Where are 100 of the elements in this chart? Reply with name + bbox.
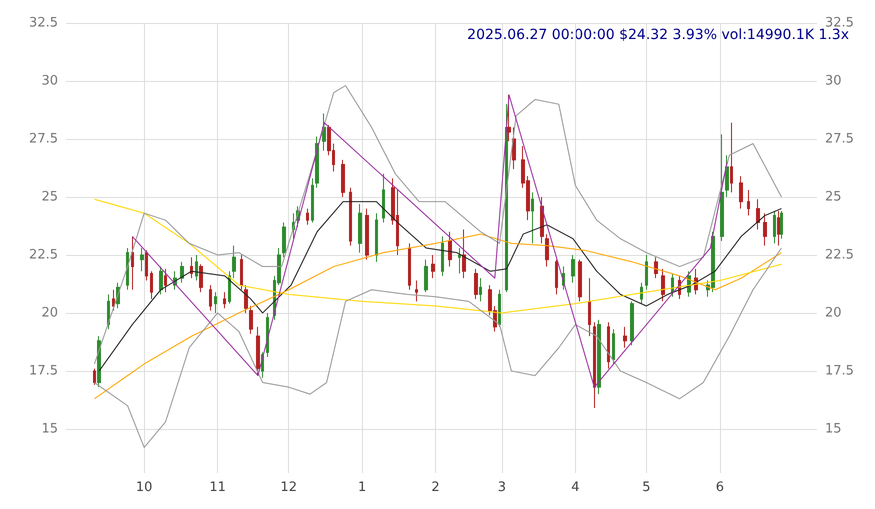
line-series xyxy=(98,201,782,372)
x-tick-label: 3 xyxy=(498,480,506,495)
candlestick xyxy=(458,248,461,274)
candlestick xyxy=(199,264,203,293)
candlestick xyxy=(164,268,167,293)
candlestick xyxy=(190,256,193,279)
candlestick xyxy=(349,187,352,246)
candlestick xyxy=(578,259,582,302)
candlestick xyxy=(214,292,217,314)
candlestick xyxy=(375,212,378,262)
candlestick xyxy=(531,192,534,244)
candlestick xyxy=(244,284,248,314)
y-tick-label: 27.5 xyxy=(29,131,58,146)
candlestick xyxy=(180,261,184,284)
line-series xyxy=(132,94,728,388)
x-tick-label: 11 xyxy=(209,480,226,495)
candlestick xyxy=(97,336,101,388)
candlestick xyxy=(223,292,226,309)
candlestick xyxy=(720,134,724,242)
candlestick xyxy=(150,270,153,300)
candlestick xyxy=(593,322,596,409)
candlestick xyxy=(228,270,231,304)
candlestick xyxy=(571,254,575,284)
candlestick xyxy=(112,289,115,312)
candlestick xyxy=(448,231,452,268)
candlestick xyxy=(431,254,435,279)
x-tick-label: 6 xyxy=(716,480,724,495)
candlestick xyxy=(545,234,549,268)
candlestick xyxy=(780,210,783,240)
candlestick xyxy=(661,268,665,302)
candlestick xyxy=(266,312,269,358)
candlestick xyxy=(512,126,516,170)
candlestick xyxy=(126,248,129,290)
candlestick xyxy=(358,203,362,254)
candlestick xyxy=(209,284,212,312)
candlestick xyxy=(424,259,428,293)
y-tick-label: 25 xyxy=(41,189,58,204)
y2-tick-label: 25 xyxy=(825,189,842,204)
candlestick xyxy=(462,228,466,279)
candlestick xyxy=(654,256,658,279)
y2-tick-label: 27.5 xyxy=(825,131,854,146)
candlestick xyxy=(322,112,326,152)
y2-tick-label: 17.5 xyxy=(825,363,854,378)
candlestick xyxy=(597,319,601,395)
x-tick-label: 2 xyxy=(431,480,440,495)
line-series xyxy=(94,85,782,364)
candlestick xyxy=(479,278,482,302)
candlestick xyxy=(645,254,648,290)
candlestick xyxy=(408,242,411,290)
candlestick xyxy=(555,259,558,295)
candlestick xyxy=(739,176,743,210)
candlestick xyxy=(240,254,243,290)
annotation: 2025.06.27 00:00:00 $24.32 3.93% vol:14990.1K 1.3x xyxy=(467,27,849,43)
candlestick xyxy=(140,248,144,272)
candlestick xyxy=(773,210,776,244)
candlestick xyxy=(145,250,148,281)
candlestick xyxy=(507,94,511,142)
candlestick xyxy=(640,282,643,304)
y2-tick-label: 20 xyxy=(825,305,842,320)
x-tick-label: 4 xyxy=(571,480,580,495)
y2-tick-label: 15 xyxy=(825,421,842,436)
x-tick-label: 5 xyxy=(642,480,651,495)
line-series xyxy=(94,198,782,314)
candlestick xyxy=(256,326,260,376)
line-series xyxy=(94,234,782,400)
y-tick-label: 22.5 xyxy=(29,247,58,262)
y-tick-label: 17.5 xyxy=(29,363,58,378)
candlestick xyxy=(107,294,110,330)
candlestick xyxy=(131,236,134,290)
candlestick xyxy=(756,198,760,230)
y2-tick-label: 30 xyxy=(825,73,842,88)
candlestick xyxy=(159,266,163,295)
candlestick xyxy=(747,190,750,216)
candlestick xyxy=(474,268,478,300)
x-tick-label: 12 xyxy=(280,480,297,495)
candlestick xyxy=(730,122,733,193)
candlestick xyxy=(588,278,591,337)
y-tick-label: 15 xyxy=(41,421,58,436)
candlestick xyxy=(195,254,198,281)
x-tick-label: 1 xyxy=(358,480,366,495)
y-tick-label: 30 xyxy=(41,73,58,88)
y-tick-label: 32.5 xyxy=(29,16,58,30)
candlestick xyxy=(311,178,314,223)
candlestick xyxy=(763,212,767,246)
x-tick-label: 10 xyxy=(136,480,152,495)
candlestick xyxy=(612,328,615,364)
candlestick xyxy=(607,322,610,370)
candlestick xyxy=(232,245,236,279)
candlestick xyxy=(725,154,729,198)
candlestick xyxy=(671,273,674,298)
candlestick xyxy=(441,236,444,276)
y2-tick-label: 22.5 xyxy=(825,247,854,262)
candlestick xyxy=(498,289,501,328)
candlestick xyxy=(306,208,309,226)
y-tick-label: 20 xyxy=(41,305,58,320)
candlestick xyxy=(505,104,508,293)
candlestick xyxy=(382,173,385,223)
line-series xyxy=(94,248,782,448)
candlestick xyxy=(630,300,634,346)
candlestick xyxy=(249,305,253,334)
